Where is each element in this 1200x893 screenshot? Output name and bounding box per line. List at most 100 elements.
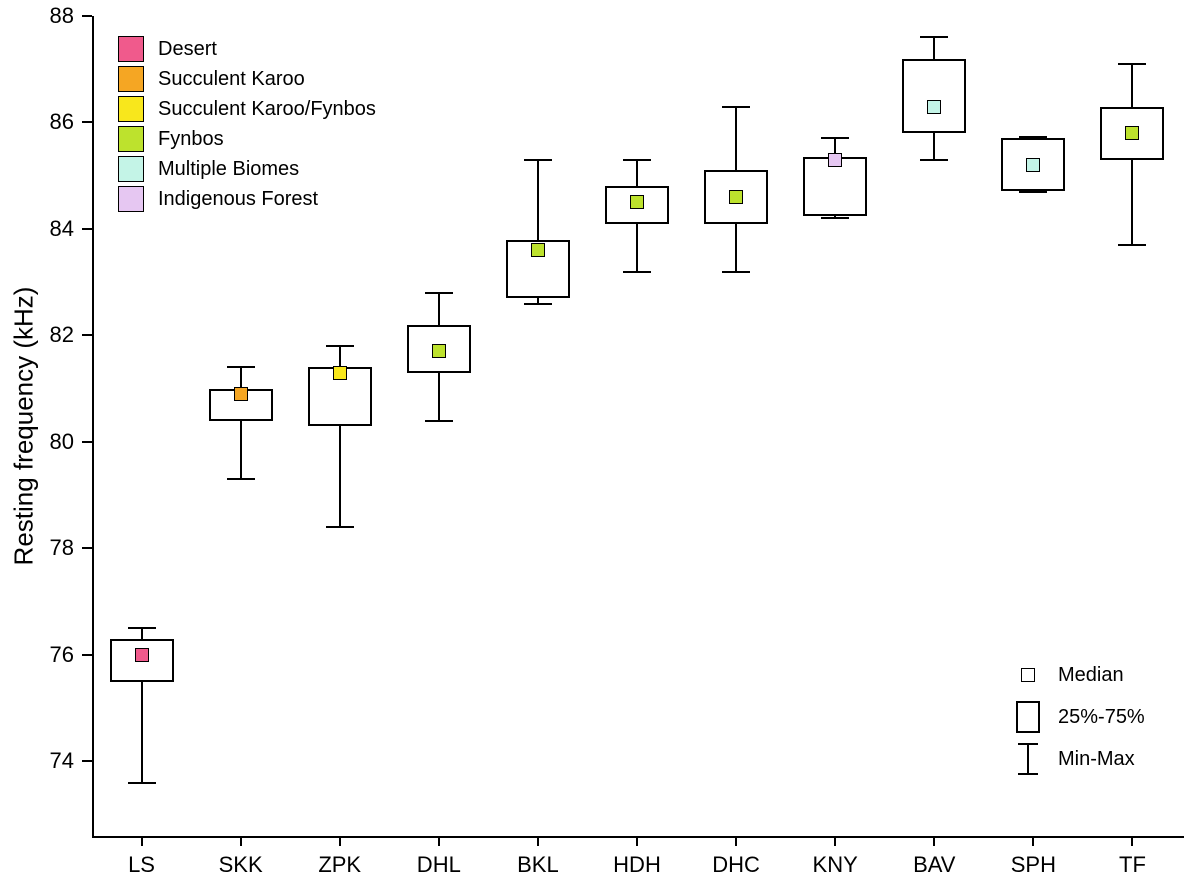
y-tick: [82, 547, 92, 549]
legend-stats-icon: [1010, 654, 1046, 696]
legend-stats-label: Median: [1058, 664, 1124, 687]
x-tick-label: SPH: [1011, 852, 1056, 878]
whisker-cap-max: [623, 159, 651, 161]
legend-row: Succulent Karoo/Fynbos: [118, 94, 376, 124]
x-tick-label: ZPK: [318, 852, 361, 878]
legend-swatch: [118, 96, 144, 122]
y-tick-label: 88: [0, 3, 74, 29]
legend-label: Succulent Karoo: [158, 68, 305, 91]
y-tick-label: 74: [0, 748, 74, 774]
x-tick-label: SKK: [219, 852, 263, 878]
median-marker: [333, 366, 347, 380]
whisker-cap-max: [326, 345, 354, 347]
median-marker: [729, 190, 743, 204]
whisker-cap-min: [821, 217, 849, 219]
y-tick-label: 86: [0, 109, 74, 135]
whisker-cap-max: [1118, 63, 1146, 65]
legend-label: Desert: [158, 38, 217, 61]
median-marker: [531, 243, 545, 257]
legend-label: Fynbos: [158, 128, 224, 151]
whisker-cap-max: [425, 292, 453, 294]
whisker-upper: [1131, 64, 1133, 107]
whisker-cap-max: [821, 137, 849, 139]
y-axis-title: Resting frequency (kHz): [9, 287, 40, 566]
whisker-cap-min: [722, 271, 750, 273]
y-tick: [82, 228, 92, 230]
legend-stats-icon: [1010, 738, 1046, 780]
whisker-lower: [735, 224, 737, 272]
whisker-upper: [339, 346, 341, 367]
whisker-cap-max: [524, 159, 552, 161]
whisker-upper: [636, 160, 638, 187]
legend-row: Multiple Biomes: [118, 154, 299, 184]
x-tick-label: HDH: [613, 852, 661, 878]
legend-stats-row: Median: [1010, 654, 1124, 696]
y-tick: [82, 334, 92, 336]
x-tick-label: BKL: [517, 852, 559, 878]
whisker-lower: [240, 421, 242, 480]
whisker-lower: [339, 426, 341, 527]
x-tick: [438, 836, 440, 846]
median-marker: [135, 648, 149, 662]
whisker-cap-max: [128, 627, 156, 629]
x-tick-label: TF: [1119, 852, 1146, 878]
whisker-upper: [537, 160, 539, 240]
x-tick: [636, 836, 638, 846]
whisker-cap-min: [920, 159, 948, 161]
legend-stats-label: Min-Max: [1058, 748, 1135, 771]
median-marker: [630, 195, 644, 209]
whisker-cap-min: [128, 782, 156, 784]
whisker-upper: [141, 628, 143, 639]
whisker-upper: [240, 367, 242, 388]
x-tick-label: BAV: [913, 852, 955, 878]
whisker-cap-max: [722, 106, 750, 108]
legend-label: Succulent Karoo/Fynbos: [158, 98, 376, 121]
legend-stats-row: 25%-75%: [1010, 696, 1145, 738]
legend-biomes: Desert Succulent Karoo Succulent Karoo/Fyn…: [118, 34, 478, 214]
y-tick: [82, 441, 92, 443]
whisker-upper: [933, 37, 935, 58]
whisker-lower: [636, 224, 638, 272]
minmax-stem-icon: [1027, 744, 1029, 774]
x-tick: [1131, 836, 1133, 846]
legend-row: Succulent Karoo: [118, 64, 305, 94]
legend-row: Desert: [118, 34, 217, 64]
x-tick-label: DHL: [417, 852, 461, 878]
legend-swatch: [118, 66, 144, 92]
whisker-lower: [933, 133, 935, 160]
median-marker: [927, 100, 941, 114]
median-marker: [1125, 126, 1139, 140]
y-tick: [82, 121, 92, 123]
whisker-upper: [735, 107, 737, 171]
legend-label: Indigenous Forest: [158, 188, 318, 211]
whisker-cap-max: [920, 36, 948, 38]
whisker-lower: [438, 373, 440, 421]
x-tick: [537, 836, 539, 846]
legend-swatch: [118, 186, 144, 212]
y-tick-label: 84: [0, 216, 74, 242]
legend-row: Fynbos: [118, 124, 224, 154]
x-tick: [735, 836, 737, 846]
legend-stats-icon: [1010, 696, 1046, 738]
x-tick: [339, 836, 341, 846]
whisker-lower: [1131, 160, 1133, 245]
x-tick: [933, 836, 935, 846]
whisker-cap-min: [1019, 191, 1047, 193]
x-tick: [834, 836, 836, 846]
minmax-cap-top-icon: [1018, 743, 1038, 745]
whisker-cap-min: [326, 526, 354, 528]
chart-root: 7476788082848688Resting frequency (kHz)L…: [0, 0, 1200, 893]
whisker-lower: [141, 682, 143, 783]
median-marker: [234, 387, 248, 401]
legend-row: Indigenous Forest: [118, 184, 318, 214]
whisker-cap-min: [425, 420, 453, 422]
y-tick: [82, 760, 92, 762]
whisker-cap-min: [1118, 244, 1146, 246]
median-icon: [1021, 668, 1035, 682]
x-tick-label: LS: [128, 852, 155, 878]
legend-swatch: [118, 36, 144, 62]
x-tick: [1032, 836, 1034, 846]
legend-swatch: [118, 126, 144, 152]
minmax-cap-bot-icon: [1018, 773, 1038, 775]
legend-stats-label: 25%-75%: [1058, 706, 1145, 729]
